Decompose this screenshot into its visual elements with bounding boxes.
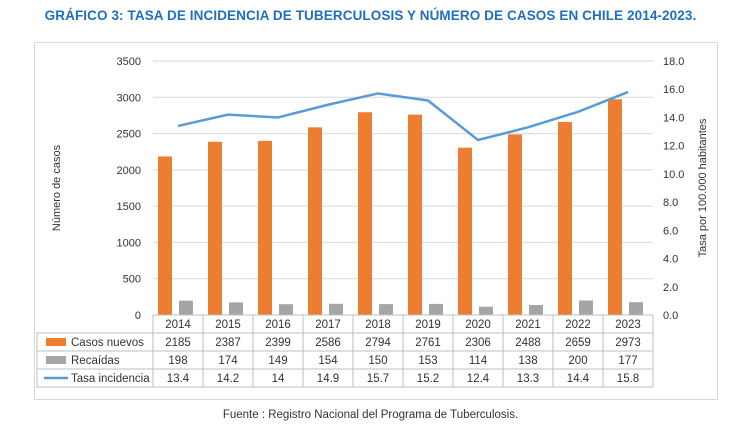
bar-recaidas xyxy=(429,303,443,315)
data-label: 2973 xyxy=(615,337,641,349)
x-tick-label: 2015 xyxy=(215,319,241,331)
y2-tick-label: 0.0 xyxy=(663,310,678,322)
data-label: 14.2 xyxy=(217,373,239,385)
y-tick-label: 2500 xyxy=(117,129,141,141)
source-note: Fuente : Registro Nacional del Programa … xyxy=(222,409,519,421)
y2-tick-label: 8.0 xyxy=(663,197,678,209)
data-label: 2488 xyxy=(515,337,541,349)
y2-tick-label: 18.0 xyxy=(663,56,684,68)
y2-tick-label: 2.0 xyxy=(663,282,678,294)
data-label: 2761 xyxy=(415,337,441,349)
data-label: 2399 xyxy=(265,337,291,349)
y2-tick-label: 16.0 xyxy=(663,84,684,96)
data-label: 14 xyxy=(272,373,285,385)
data-label: 154 xyxy=(318,355,338,367)
data-label: 15.8 xyxy=(617,373,639,385)
legend-label: Recaídas xyxy=(71,355,120,367)
chart-frame xyxy=(34,42,718,400)
legend-label: Casos nuevos xyxy=(71,337,144,349)
y-tick-label: 1000 xyxy=(117,237,141,249)
data-label: 2387 xyxy=(215,337,241,349)
y2-tick-label: 14.0 xyxy=(663,112,684,124)
data-label: 198 xyxy=(168,355,187,367)
bar-casos-nuevos xyxy=(458,147,472,315)
data-label: 149 xyxy=(268,355,287,367)
x-tick-label: 2016 xyxy=(265,319,291,331)
bar-recaidas xyxy=(379,304,393,315)
y-tick-label: 3500 xyxy=(117,56,141,68)
data-label: 14.9 xyxy=(317,373,339,385)
bar-recaidas xyxy=(579,300,593,315)
data-label: 13.3 xyxy=(517,373,539,385)
data-label: 177 xyxy=(618,355,637,367)
y2-tick-label: 6.0 xyxy=(663,225,678,237)
x-tick-label: 2023 xyxy=(615,319,641,331)
data-label: 14.4 xyxy=(567,373,590,385)
data-label: 2659 xyxy=(565,337,591,349)
bar-casos-nuevos xyxy=(558,122,572,316)
legend-key-swatch xyxy=(46,356,66,364)
data-label: 15.7 xyxy=(367,373,389,385)
bar-recaidas xyxy=(629,302,643,315)
x-tick-label: 2022 xyxy=(565,319,591,331)
x-tick-label: 2021 xyxy=(515,319,541,331)
y-tick-label: 500 xyxy=(123,274,141,286)
data-label: 200 xyxy=(568,355,587,367)
x-tick-label: 2018 xyxy=(365,319,391,331)
y-axis-title: Número de casos xyxy=(51,144,63,231)
bar-casos-nuevos xyxy=(508,134,522,315)
data-label: 15.2 xyxy=(417,373,439,385)
bar-recaidas xyxy=(179,300,193,315)
data-label: 12.4 xyxy=(467,373,490,385)
x-tick-label: 2020 xyxy=(465,319,491,331)
data-label: 153 xyxy=(418,355,437,367)
chart-title: GRÁFICO 3: TASA DE INCIDENCIA DE TUBERCU… xyxy=(44,8,697,23)
data-label: 2586 xyxy=(315,337,341,349)
y2-tick-label: 12.0 xyxy=(663,141,684,153)
data-label: 13.4 xyxy=(167,373,190,385)
bar-casos-nuevos xyxy=(158,156,172,315)
y-tick-label: 1500 xyxy=(117,201,141,213)
legend-label: Tasa incidencia xyxy=(71,373,150,385)
x-tick-label: 2019 xyxy=(415,319,441,331)
bar-recaidas xyxy=(279,304,293,315)
data-label: 2185 xyxy=(165,337,191,349)
x-tick-label: 2014 xyxy=(165,319,191,331)
bar-casos-nuevos xyxy=(358,112,372,315)
bar-casos-nuevos xyxy=(258,140,272,315)
data-label: 114 xyxy=(469,355,488,367)
y-tick-label: 3000 xyxy=(117,92,141,104)
y-tick-label: 0 xyxy=(135,310,141,322)
data-label: 174 xyxy=(218,355,238,367)
line-tasa-incidencia xyxy=(177,90,629,142)
bar-recaidas xyxy=(229,302,243,315)
legend-key-swatch xyxy=(46,338,66,346)
bar-recaidas xyxy=(329,303,343,315)
bar-casos-nuevos xyxy=(308,127,322,315)
data-label: 2794 xyxy=(365,337,391,349)
data-label: 2306 xyxy=(465,337,491,349)
data-label: 138 xyxy=(518,355,537,367)
bar-recaidas xyxy=(479,306,493,315)
y2-tick-label: 10.0 xyxy=(663,169,684,181)
bar-casos-nuevos xyxy=(208,141,222,315)
x-tick-label: 2017 xyxy=(315,319,341,331)
bar-recaidas xyxy=(529,304,543,315)
bar-casos-nuevos xyxy=(608,99,622,315)
bar-casos-nuevos xyxy=(408,114,422,316)
y2-axis-title: Tasa por 100.000 habitantes xyxy=(697,118,709,257)
y-tick-label: 2000 xyxy=(117,165,141,177)
y2-tick-label: 4.0 xyxy=(663,254,678,266)
data-label: 150 xyxy=(368,355,387,367)
